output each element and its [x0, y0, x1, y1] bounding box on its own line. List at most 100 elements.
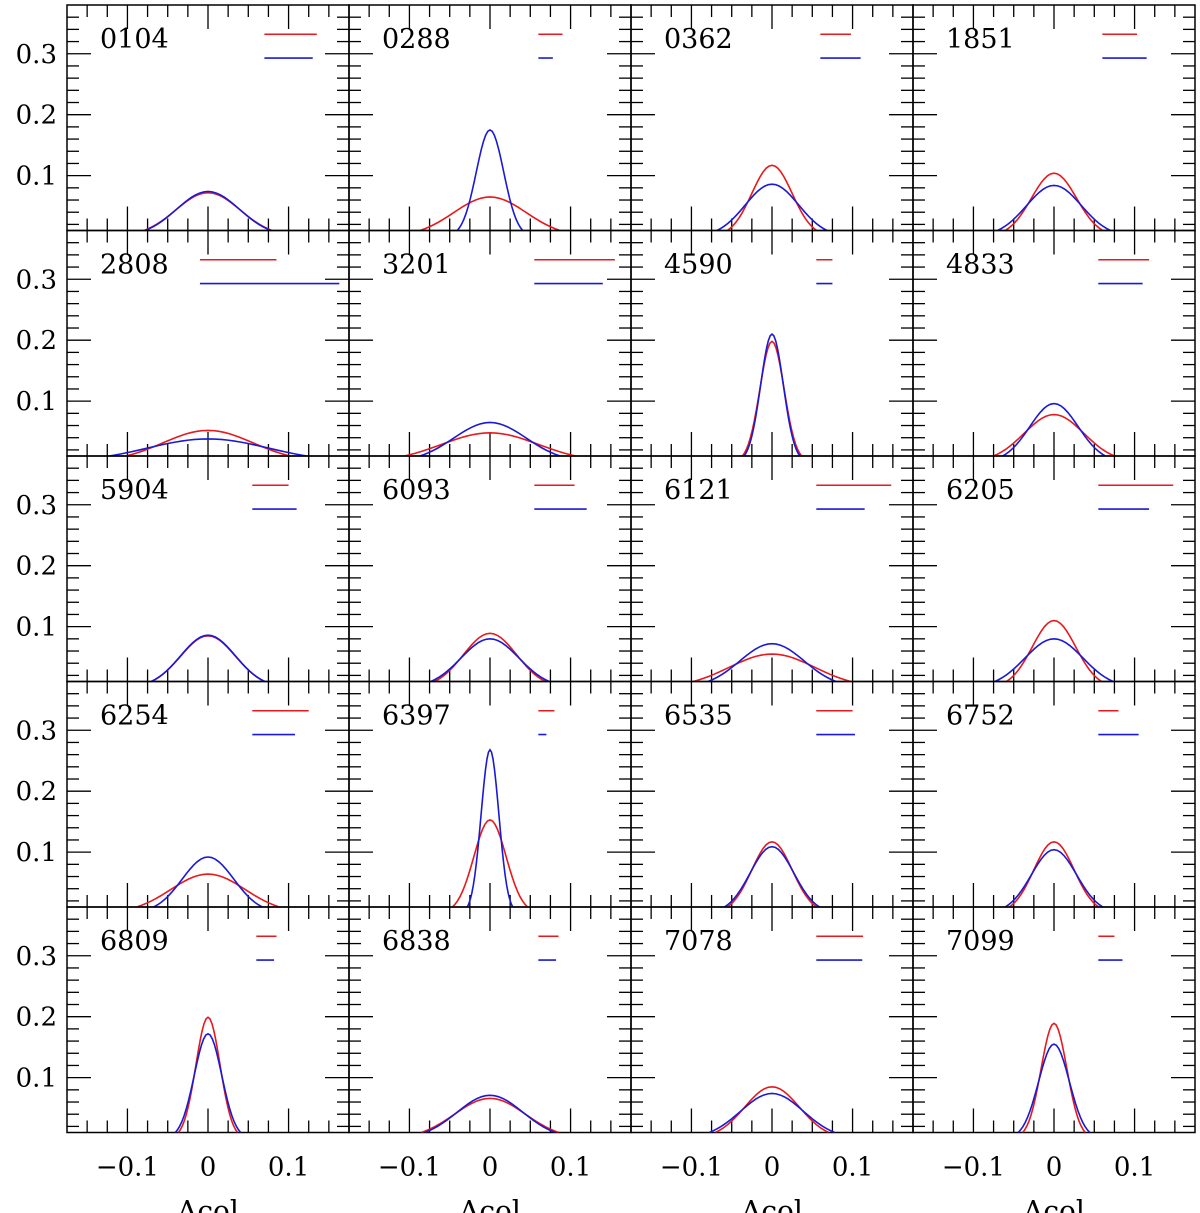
panel-label: 0288: [382, 24, 451, 55]
panel-6809: 6809: [66, 906, 350, 1134]
panel-1851: 1851: [912, 4, 1196, 232]
red-curve: [1005, 619, 1103, 682]
blue-curve: [743, 333, 801, 456]
y-tick-label: 0.2: [16, 1003, 57, 1033]
x-tick-label: 0: [764, 1153, 781, 1183]
panel-label: 7078: [664, 926, 733, 957]
y-tick-label: 0.1: [16, 613, 57, 643]
red-curve: [419, 196, 561, 231]
red-curve: [177, 1016, 239, 1133]
x-tick-label: 0.1: [1114, 1153, 1155, 1183]
x-tick-label: 0: [200, 1153, 217, 1183]
panel-6535: 6535: [630, 680, 914, 908]
panel-6838: 6838: [348, 906, 632, 1134]
y-tick-label: 0.2: [16, 326, 57, 356]
panel-4590: 4590: [630, 229, 914, 457]
red-curve: [741, 340, 803, 456]
y-tick-label: 0.1: [16, 1064, 57, 1094]
x-axis-label: Δcol: [459, 1195, 521, 1213]
panel-label: 6254: [100, 701, 169, 732]
red-curve: [451, 818, 529, 907]
panel-label: 5904: [100, 475, 169, 506]
blue-curve: [997, 184, 1111, 231]
blue-curve: [708, 1092, 836, 1133]
panel-0104: 0104: [66, 4, 350, 232]
x-tick-label: 0.1: [832, 1153, 873, 1183]
blue-curve: [419, 421, 561, 456]
panel-6205: 6205: [912, 455, 1196, 683]
panel-label: 0104: [100, 24, 169, 55]
blue-curve: [456, 128, 524, 231]
red-curve: [726, 164, 818, 231]
panel-0288: 0288: [348, 4, 632, 232]
x-tick-label: 0: [482, 1153, 499, 1183]
x-axis-label: Δcol: [741, 1195, 803, 1213]
x-tick-label: 0: [1046, 1153, 1063, 1183]
panel-label: 1851: [946, 24, 1015, 55]
blue-curve: [144, 190, 272, 231]
red-curve: [714, 1085, 830, 1133]
panel-4833: 4833: [912, 229, 1196, 457]
panel-label: 7099: [946, 926, 1015, 957]
panel-label: 6121: [664, 475, 733, 506]
y-tick-label: 0.3: [16, 942, 57, 972]
x-tick-label: −0.1: [378, 1153, 441, 1183]
panel-label: 6809: [100, 926, 169, 957]
blue-curve: [707, 642, 837, 682]
y-tick-label: 0.3: [16, 491, 57, 521]
panel-label: 3201: [382, 250, 451, 281]
blue-curve: [109, 438, 307, 456]
x-tick-label: −0.1: [96, 1153, 159, 1183]
x-tick-label: −0.1: [942, 1153, 1005, 1183]
panel-5904: 5904: [66, 455, 350, 683]
y-tick-label: 0.1: [16, 387, 57, 417]
red-curve: [1004, 172, 1104, 231]
panel-label: 6838: [382, 926, 451, 957]
blue-curve: [430, 638, 550, 682]
red-curve: [1022, 1022, 1086, 1133]
red-curve: [1008, 840, 1100, 907]
panel-6254: 6254: [66, 680, 350, 908]
blue-curve: [994, 638, 1114, 682]
panel-label: 4833: [946, 250, 1015, 281]
panel-2808: 2808: [66, 229, 350, 457]
blue-curve: [150, 634, 266, 682]
blue-curve: [153, 856, 263, 907]
panel-label: 4590: [664, 250, 733, 281]
panel-label: 2808: [100, 250, 169, 281]
panel-6093: 6093: [348, 455, 632, 683]
panel-label: 6397: [382, 701, 451, 732]
blue-curve: [1004, 848, 1104, 907]
blue-curve: [1017, 1043, 1091, 1133]
y-tick-label: 0.2: [16, 552, 57, 582]
y-tick-label: 0.3: [16, 40, 57, 70]
panel-3201: 3201: [348, 229, 632, 457]
y-tick-label: 0.3: [16, 716, 57, 746]
red-curve: [993, 413, 1115, 456]
x-tick-label: 0.1: [550, 1153, 591, 1183]
y-tick-label: 0.3: [16, 265, 57, 295]
red-curve: [692, 653, 852, 682]
panel-0362: 0362: [630, 4, 914, 232]
x-axis-label: Δcol: [1023, 1195, 1085, 1213]
x-tick-label: 0.1: [268, 1153, 309, 1183]
x-tick-label: −0.1: [660, 1153, 723, 1183]
panel-label: 6752: [946, 701, 1015, 732]
y-tick-label: 0.1: [16, 838, 57, 868]
panel-label: 6535: [664, 701, 733, 732]
y-tick-label: 0.2: [16, 101, 57, 131]
panel-label: 6093: [382, 475, 451, 506]
panel-label: 6205: [946, 475, 1015, 506]
panel-label: 0362: [664, 24, 733, 55]
panel-6752: 6752: [912, 680, 1196, 908]
blue-curve: [716, 183, 828, 231]
blue-curve: [174, 1032, 242, 1133]
y-tick-label: 0.2: [16, 777, 57, 807]
blue-curve: [1002, 402, 1106, 456]
y-tick-label: 0.1: [16, 162, 57, 192]
red-curve: [726, 840, 818, 907]
panel-7099: 7099: [912, 906, 1196, 1134]
x-axis-label: Δcol: [177, 1195, 239, 1213]
blue-curve: [723, 845, 821, 907]
